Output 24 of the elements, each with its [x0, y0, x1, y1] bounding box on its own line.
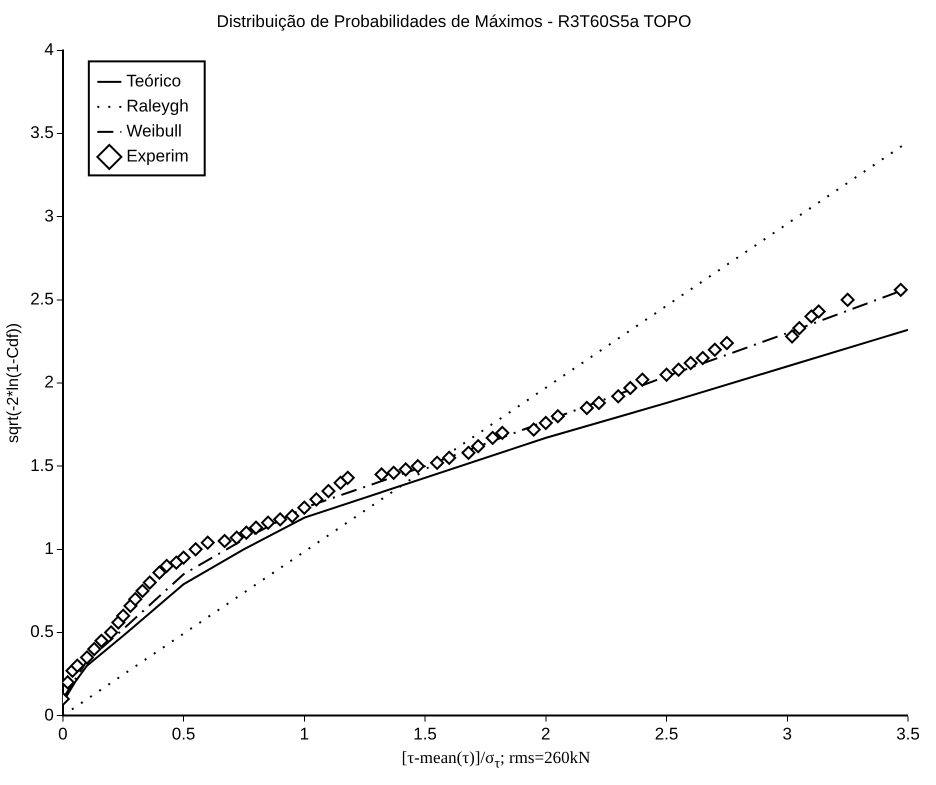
legend-label: Raleygh [126, 96, 189, 116]
y-tick-label: 1.5 [30, 456, 54, 475]
x-axis-title: [τ-mean(τ)]/σ$_{τ}$; rms=260kN [400, 748, 592, 772]
x-tick-label: 3 [782, 724, 792, 744]
legend-label: Weibull [126, 122, 182, 141]
y-tick-label: 2.5 [30, 290, 54, 309]
y-axis-title: sqrt(-2*ln(1-Cdf)) [5, 322, 22, 444]
legend-label: Experim [126, 146, 189, 166]
y-tick-label: 3.5 [30, 123, 54, 142]
y-tick-label: 0.5 [30, 622, 54, 642]
y-tick-label: 0 [44, 705, 54, 724]
y-tick-label: 1 [44, 538, 54, 558]
chart-title: Distribuição de Probabilidades de Máximos - R3T60S5a TOPO [216, 12, 692, 31]
x-tick-label: 1 [300, 724, 310, 744]
x-tick-label: 0 [58, 724, 68, 744]
y-tick-label: 4 [44, 40, 54, 60]
x-tick-label: 2 [541, 724, 551, 744]
legend-label: Teórico [126, 72, 182, 91]
y-tick-label: 2 [44, 372, 54, 392]
y-tick-label: 3 [44, 206, 54, 226]
x-tick-label: 2.5 [654, 724, 678, 744]
x-tick-label: 0.5 [172, 724, 196, 744]
x-tick-label: 3.5 [896, 724, 920, 744]
x-tick-label: 1.5 [413, 724, 437, 744]
